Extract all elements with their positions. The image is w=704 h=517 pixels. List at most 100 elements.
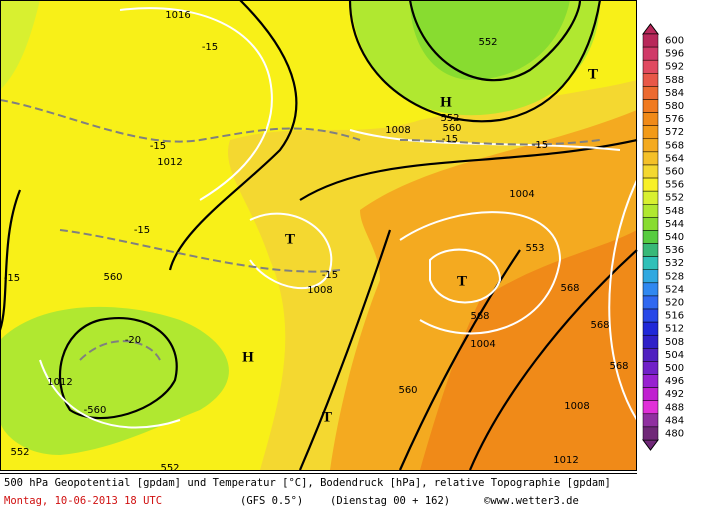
legend-label: 556 — [665, 180, 684, 191]
isobar — [429, 248, 502, 304]
legend-label: 560 — [665, 167, 684, 178]
legend-swatch — [642, 321, 659, 336]
legend-cap-top — [642, 23, 659, 35]
contour-label: -15 — [150, 141, 166, 152]
geopotential-contours — [0, 0, 638, 471]
legend-swatch — [642, 99, 659, 113]
legend-label: 500 — [665, 363, 684, 374]
legend-swatch — [642, 256, 659, 270]
legend-swatch — [642, 112, 659, 126]
contour-label: 1016 — [165, 10, 190, 21]
color-legend: 600 596 592 588 584 580 576 572 568 564 560 556 552 5… — [642, 23, 684, 451]
contour-label: 568 — [470, 311, 489, 322]
legend-swatch — [642, 217, 659, 231]
legend-swatch — [642, 33, 659, 48]
green-zone-nw — [0, 0, 40, 90]
legend-swatch — [642, 400, 659, 415]
isotherm — [399, 139, 601, 146]
isotherm — [79, 340, 161, 361]
contour-label: 1004 — [470, 339, 495, 350]
legend-label: 504 — [665, 350, 684, 361]
map-frame — [0, 0, 637, 471]
legend-swatch — [642, 125, 659, 140]
legend-swatch — [642, 138, 659, 153]
footer-description: 500 hPa Geopotential [gpdam] und Tempera… — [4, 477, 611, 489]
legend-label: 488 — [665, 402, 684, 413]
contour — [168, 0, 298, 271]
legend-swatch — [642, 230, 659, 244]
legend-label: 484 — [665, 415, 684, 426]
green-core-ne — [410, 0, 570, 80]
legend-label: 492 — [665, 389, 684, 400]
isotherms — [0, 99, 601, 361]
contour — [299, 138, 638, 201]
footer-model: (GFS 0.5°) — [240, 495, 303, 507]
legend-swatch — [642, 348, 659, 362]
contour-label: 560 — [398, 385, 417, 396]
contour — [298, 229, 392, 471]
contour-label: -15 — [202, 42, 218, 53]
contour-label: 560 — [442, 123, 461, 134]
legend-swatch — [642, 413, 659, 428]
contour-label: 568 — [590, 320, 609, 331]
legend-swatch — [642, 86, 659, 100]
legend-label: 536 — [665, 245, 684, 256]
legend-swatch — [642, 308, 659, 323]
pressure-center: T — [322, 409, 332, 425]
contour — [0, 189, 22, 331]
footer-date: Montag, 10-06-2013 18 UTC — [4, 495, 162, 507]
legend-swatch — [642, 151, 659, 166]
legend-label: 528 — [665, 271, 684, 282]
legend-label: 588 — [665, 75, 684, 86]
legend-swatch — [642, 295, 659, 310]
contour-label: 1008 — [564, 401, 589, 412]
contour-label: 560 — [103, 272, 122, 283]
contour-label: -560 — [84, 405, 107, 416]
contour-label: 552 — [478, 37, 497, 48]
legend-swatch — [642, 361, 659, 375]
map: 1016-15 552TH5525601008-15-15-1510121004T… — [0, 0, 638, 474]
legend-swatch — [642, 387, 659, 401]
legend-swatch — [642, 204, 659, 218]
contour-label: 552 — [440, 113, 459, 124]
contour-label: 552 — [10, 447, 29, 458]
temp-zone-572 — [420, 230, 637, 470]
legend-label: 496 — [665, 376, 684, 387]
isotherm — [0, 99, 361, 143]
contour-label: 553 — [525, 243, 544, 254]
legend-label: 532 — [665, 258, 684, 269]
contour — [348, 0, 602, 123]
legend-label: 516 — [665, 311, 684, 322]
legend-swatch — [642, 334, 659, 349]
legend-label: 548 — [665, 206, 684, 217]
contour-label: 1012 — [157, 157, 182, 168]
pressure-center: T — [457, 273, 467, 289]
legend-label: 544 — [665, 219, 684, 230]
legend-swatch — [642, 59, 659, 74]
legend-label: 540 — [665, 232, 684, 243]
pressure-center: H — [440, 94, 452, 110]
pressure-center: T — [588, 66, 598, 82]
contour-label: -15 — [322, 270, 338, 281]
legend-swatch — [642, 282, 659, 297]
contour-label: 552 — [160, 463, 179, 474]
contour-label: 1008 — [385, 125, 410, 136]
legend-label: 596 — [665, 49, 684, 60]
isobar — [39, 359, 181, 429]
contour-label: -20 — [125, 335, 141, 346]
contour-label: -15 — [134, 225, 150, 236]
footer-copyright: ©www.wetter3.de — [484, 495, 579, 507]
isobar — [608, 179, 638, 421]
legend-label: 600 — [665, 36, 684, 47]
legend-swatch — [642, 426, 659, 441]
legend-cap-bottom — [642, 439, 659, 451]
legend-label: 508 — [665, 337, 684, 348]
contour-label: 1012 — [553, 455, 578, 466]
legend-swatch — [642, 46, 659, 61]
isobar — [249, 212, 333, 289]
legend-label: 480 — [665, 428, 684, 439]
contour-label: -15 — [4, 273, 20, 284]
contour-label: -15 — [532, 140, 548, 151]
contour-label: 1004 — [509, 189, 534, 200]
